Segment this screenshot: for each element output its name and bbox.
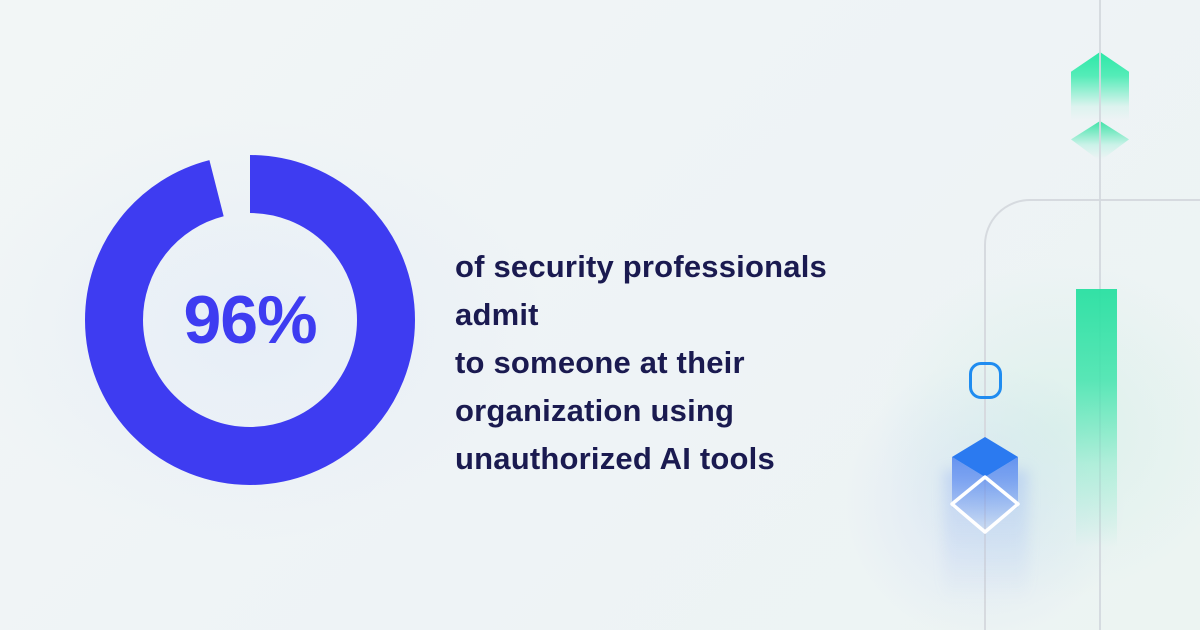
- stat-description-line: organization using: [455, 393, 735, 428]
- stat-value: 96%: [183, 282, 317, 358]
- cube-top-face: [952, 437, 1018, 477]
- cube-side-fade: [952, 457, 1018, 531]
- donut-ring-svg: [85, 155, 415, 485]
- stat-description-line: to someone at their: [455, 345, 745, 380]
- rounded-frame-outline: [984, 199, 1200, 630]
- stat-description: of security professionals admit to someo…: [455, 243, 915, 483]
- gradient-bar: [1076, 289, 1117, 547]
- donut-segment: [85, 155, 415, 485]
- stat-description-line: unauthorized AI tools: [455, 441, 775, 476]
- stat-description-line: of security professionals admit: [455, 249, 827, 332]
- cube-bottom-wireframe: [950, 475, 1020, 534]
- squircle-outline-icon: [969, 362, 1002, 399]
- isometric-cube-icon: [950, 437, 1020, 534]
- donut-chart: 96%: [80, 150, 420, 490]
